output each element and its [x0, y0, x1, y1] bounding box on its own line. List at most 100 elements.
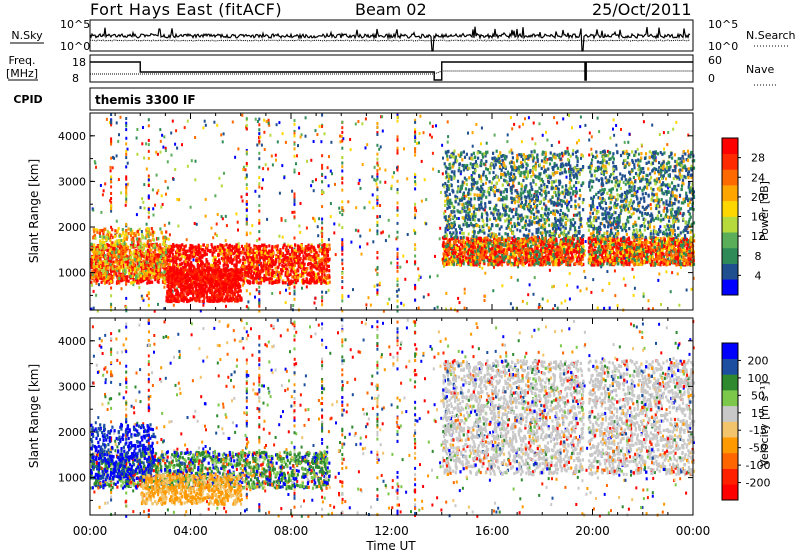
scatter-cell: [180, 257, 183, 261]
scatter-cell: [152, 207, 155, 211]
scatter-cell: [279, 259, 282, 263]
scatter-cell: [90, 280, 93, 284]
scatter-cell: [223, 268, 226, 272]
scatter-cell: [151, 257, 154, 261]
scatter-cell: [213, 264, 216, 268]
scatter-cell: [177, 246, 180, 250]
scatter-cell: [300, 264, 304, 268]
scatter-cell: [184, 280, 187, 285]
scatter-cell: [208, 299, 212, 303]
scatter-cell: [256, 273, 260, 277]
scatter-cell: [374, 179, 377, 183]
scatter-cell: [118, 262, 121, 266]
scatter-cell: [546, 158, 549, 161]
scatter-cell: [301, 249, 304, 254]
scatter-cell: [142, 259, 145, 263]
scatter-cell: [612, 118, 615, 122]
scatter-cell: [110, 294, 113, 298]
scatter-cell: [376, 175, 379, 179]
scatter-cell: [118, 133, 120, 137]
scatter-cell: [244, 251, 247, 255]
scatter-cell: [229, 260, 232, 264]
scatter-cell: [125, 124, 128, 128]
scatter-cell: [172, 259, 176, 263]
scatter-cell: [254, 246, 257, 250]
scatter-cell: [123, 277, 126, 281]
scatter-cell: [139, 261, 142, 265]
scatter-cell: [102, 232, 105, 236]
scatter-cell: [270, 264, 274, 269]
scatter-cell: [195, 247, 198, 251]
scatter-cell: [279, 275, 282, 279]
scatter-cell: [245, 152, 248, 156]
scatter-cell: [400, 301, 403, 305]
scatter-cell: [557, 226, 560, 230]
scatter-cell: [156, 191, 159, 195]
scatter-cell: [287, 258, 290, 262]
scatter-cell: [588, 138, 591, 142]
scatter-cell: [176, 197, 179, 201]
scatter-cell: [510, 275, 513, 279]
scatter-cell: [151, 268, 154, 272]
scatter-cell: [690, 185, 693, 189]
scatter-cell: [316, 225, 319, 229]
scatter-cell: [177, 284, 180, 288]
scatter-cell: [316, 267, 319, 271]
scatter-cell: [290, 260, 293, 264]
scatter-cell: [255, 260, 258, 264]
scatter-cell: [170, 282, 173, 286]
scatter-cell: [244, 260, 247, 265]
nsky-trace: [89, 26, 691, 52]
scatter-cell: [497, 154, 500, 158]
scatter-cell: [649, 203, 652, 207]
scatter-cell: [163, 135, 166, 139]
scatter-cell: [303, 256, 306, 260]
scatter-cell: [151, 259, 154, 263]
scatter-cell: [309, 266, 312, 270]
scatter-cell: [313, 253, 316, 257]
scatter-cell: [153, 245, 156, 250]
scatter-cell: [293, 134, 296, 138]
scatter-cell: [150, 248, 153, 252]
scatter-cell: [178, 272, 181, 276]
scatter-cell: [282, 264, 286, 268]
scatter-cell: [545, 213, 548, 217]
scatter-cell: [314, 129, 317, 133]
scatter-cell: [156, 261, 159, 265]
scatter-cell: [355, 206, 358, 210]
scatter-cell: [231, 290, 234, 294]
scatter-cell: [325, 248, 328, 252]
scatter-cell: [231, 261, 234, 265]
scatter-cell: [163, 276, 166, 280]
scatter-cell: [396, 149, 399, 153]
scatter-cell: [271, 245, 274, 249]
scatter-cell: [122, 273, 125, 277]
scatter-cell: [167, 297, 170, 301]
scatter-cell: [295, 275, 298, 279]
scatter-cell: [528, 283, 531, 287]
scatter-cell: [146, 241, 149, 245]
scatter-cell: [376, 125, 379, 129]
scatter-cell: [283, 243, 286, 247]
scatter-cell: [141, 263, 144, 267]
scatter-cell: [327, 264, 330, 268]
scatter-cell: [199, 245, 202, 249]
scatter-cell: [209, 249, 212, 253]
scatter-cell: [156, 152, 159, 156]
scatter-cell: [315, 264, 319, 268]
scatter-cell: [154, 247, 157, 251]
scatter-cell: [537, 305, 540, 309]
scatter-cell: [212, 258, 215, 263]
scatter-cell: [248, 279, 251, 283]
scatter-cell: [216, 234, 218, 237]
scatter-cell: [516, 153, 519, 157]
scatter-cell: [309, 247, 312, 251]
scatter-cell: [139, 274, 143, 278]
scatter-cell: [140, 230, 143, 233]
scatter-cell: [561, 238, 564, 241]
scatter-cell: [324, 262, 327, 266]
scatter-cell: [290, 244, 293, 248]
scatter-cell: [533, 276, 536, 280]
scatter-cell: [470, 174, 473, 178]
scatter-cell: [126, 275, 129, 279]
